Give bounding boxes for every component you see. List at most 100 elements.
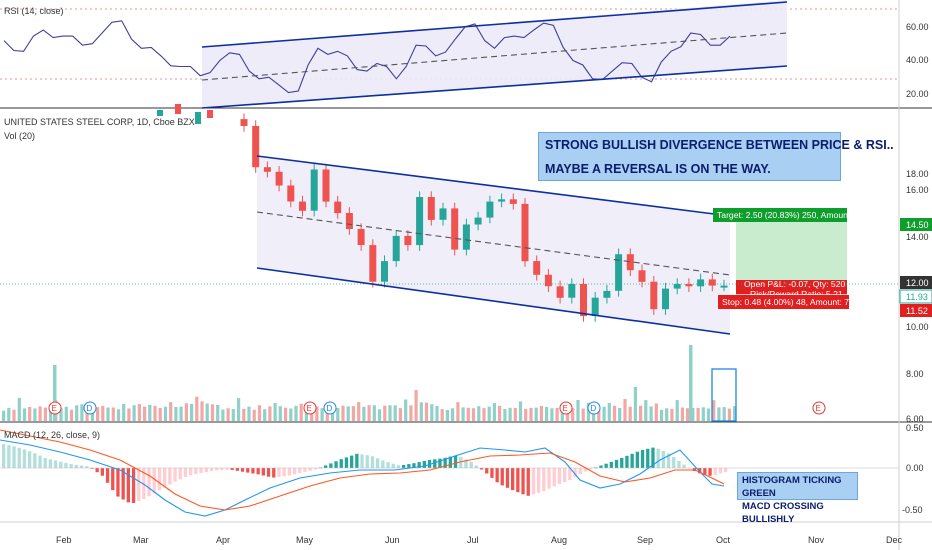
volume-bar — [440, 409, 444, 421]
candle-body — [662, 288, 669, 310]
volume-bar — [675, 400, 679, 421]
earnings-marker[interactable]: E — [559, 401, 573, 415]
price-tick-14: 14.00 — [906, 232, 929, 242]
svg-text:D: D — [591, 404, 597, 413]
earnings-marker[interactable]: E — [812, 401, 826, 415]
macd-histogram-bar — [220, 468, 224, 471]
macd-histogram-bar — [7, 445, 11, 468]
macd-histogram-bar — [74, 465, 78, 468]
volume-bar — [451, 408, 455, 421]
divergence-annotation[interactable]: STRONG BULLISH DIVERGENCE BETWEEN PRICE … — [538, 132, 894, 181]
dividend-marker[interactable]: D — [587, 401, 601, 415]
macd-histogram-bar — [625, 455, 629, 468]
macd-histogram-bar — [391, 463, 395, 468]
candle-body — [451, 208, 459, 250]
macd-histogram-bar — [116, 468, 120, 497]
macd-histogram-bar — [422, 460, 426, 468]
macd-histogram-bar — [12, 446, 16, 468]
macd-histogram-bar — [604, 463, 608, 468]
macd-histogram-bar — [339, 459, 343, 468]
dividend-marker[interactable]: D — [83, 401, 97, 415]
macd-tick-neg-0.5: -0.50 — [902, 505, 923, 515]
macd-histogram-bar — [225, 468, 229, 470]
earnings-marker[interactable]: E — [48, 401, 62, 415]
dividend-marker[interactable]: D — [323, 401, 337, 415]
volume-bar — [341, 405, 345, 421]
volume-bar — [471, 408, 476, 421]
candle-body — [650, 281, 658, 310]
volume-bar — [59, 408, 63, 421]
macd-histogram-bar — [173, 468, 177, 482]
volume-bar — [372, 405, 376, 421]
volume-bar — [701, 407, 705, 421]
stop-label-box[interactable] — [718, 295, 849, 309]
volume-bar — [237, 398, 241, 421]
macd-histogram-bar — [713, 468, 717, 475]
symbol-title: UNITED STATES STEEL CORP, 1D, Cboe BZX — [4, 117, 195, 127]
svg-text:E: E — [563, 404, 568, 413]
macd-histogram-bar — [505, 468, 510, 488]
volume-bar — [22, 408, 27, 421]
time-label-may: May — [296, 535, 314, 545]
open-pl-box — [736, 280, 847, 294]
macd-histogram-bar — [246, 468, 250, 473]
macd-annotation[interactable]: HISTOGRAM TICKING GREEN MACD CROSSING BU… — [737, 472, 858, 525]
volume-bar — [169, 402, 173, 421]
macd-histogram-bar — [531, 468, 536, 495]
volume-bar — [257, 405, 262, 421]
signal-line — [0, 429, 725, 511]
volume-bar — [148, 404, 152, 421]
volume-bar — [602, 406, 606, 421]
macd-histogram-bar — [698, 468, 702, 474]
macd-histogram-bar — [521, 468, 525, 495]
macd-histogram-bar — [651, 447, 655, 468]
candle-body — [381, 261, 388, 282]
macd-histogram-bar — [490, 468, 494, 478]
volume-bar — [419, 402, 423, 421]
stop-price-badge — [900, 304, 932, 317]
earnings-marker[interactable]: E — [303, 401, 317, 415]
volume-bar — [111, 407, 115, 421]
volume-bar — [706, 408, 711, 421]
volume-bar — [628, 406, 632, 421]
volume-bar — [33, 408, 37, 421]
volume-bar — [659, 409, 664, 421]
risk-reward-label: Risk/Reward Ratio: 5.21 — [750, 289, 843, 299]
macd-histogram-bar — [718, 468, 723, 474]
macd-histogram-bar — [59, 461, 63, 468]
macd-histogram-bar — [537, 468, 541, 493]
candle-body — [275, 171, 283, 186]
target-label-box[interactable] — [713, 208, 847, 222]
macd-histogram-bar — [168, 468, 172, 485]
volume-bar — [336, 408, 340, 421]
macd-histogram-bar — [433, 459, 437, 468]
volume-bar — [2, 410, 6, 421]
volume-bar — [17, 397, 21, 421]
candle-body — [568, 284, 576, 298]
macd-histogram-bar — [189, 468, 193, 476]
macd-histogram-bar — [194, 468, 198, 475]
volume-bar — [122, 404, 126, 421]
volume-bar — [377, 409, 382, 421]
candle-body — [157, 110, 163, 116]
candle-body — [310, 169, 318, 211]
rsi-panel — [0, 0, 899, 109]
macd-histogram-bar — [500, 468, 504, 486]
macd-histogram-bar — [350, 455, 354, 468]
volume-bar — [518, 401, 523, 421]
candle-body — [697, 279, 705, 287]
candle-body — [521, 203, 529, 262]
macd-histogram-bar — [438, 458, 442, 468]
price-tick-10: 10.00 — [906, 322, 929, 332]
macd-histogram-bar — [646, 448, 650, 468]
macd-histogram-bar — [495, 468, 499, 483]
volume-bar — [226, 408, 230, 421]
macd-histogram-bar — [448, 456, 452, 468]
macd-histogram-bar — [682, 464, 686, 468]
candle-body — [175, 104, 181, 114]
candle-body — [474, 217, 482, 225]
volume-bar — [346, 406, 350, 421]
last-price-badge — [899, 289, 932, 304]
volume-bar — [618, 407, 622, 421]
macd-histogram-bar — [261, 468, 265, 476]
